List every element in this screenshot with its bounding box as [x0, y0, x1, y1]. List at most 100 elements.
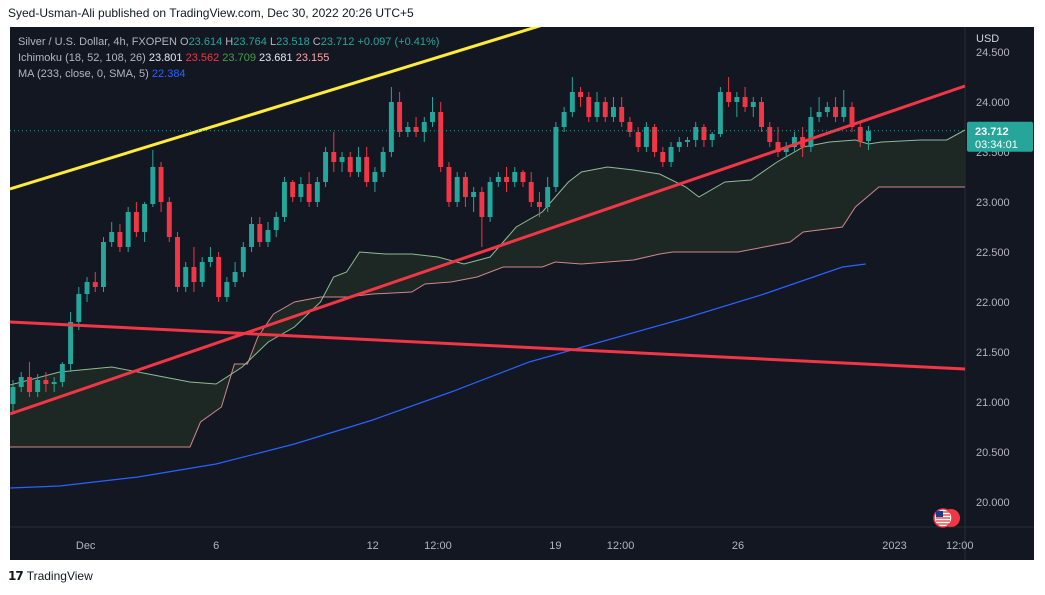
- senkou-span-b: [10, 186, 965, 448]
- candle-body: [553, 127, 559, 187]
- candle-body: [438, 112, 444, 167]
- x-tick-label: Dec: [76, 540, 96, 552]
- grid-lines: [10, 27, 1034, 560]
- trendline-rising-support[interactable]: [10, 84, 966, 416]
- candle-body: [388, 102, 394, 152]
- candle-body: [536, 202, 542, 207]
- x-tick-label: 26: [732, 540, 744, 552]
- candle-body: [84, 282, 90, 294]
- x-tick-label: 12:00: [424, 540, 452, 552]
- candle-body: [356, 157, 361, 172]
- legend-high-label: H: [225, 36, 234, 48]
- y-tick-label: 22.500: [976, 247, 1010, 259]
- candle-body: [865, 131, 871, 141]
- candle-body: [479, 192, 485, 217]
- ichimoku-value-2: 23.562: [185, 52, 220, 64]
- chart-panel[interactable]: 24.500 24.000 23.500 23.000 22.500 22.000 21.5…: [10, 27, 1034, 560]
- candle-body: [249, 224, 255, 247]
- time-axis[interactable]: Dec 6 12 12:00 19 12:00 26 2023 12:00: [76, 540, 974, 552]
- candle-body: [109, 232, 115, 242]
- candle-body: [504, 177, 510, 182]
- candle-body: [726, 92, 732, 102]
- currency-label: USD: [976, 33, 999, 45]
- legend-open: 23.614: [188, 36, 223, 48]
- us-flag-icon[interactable]: [933, 508, 960, 528]
- candle-body: [569, 92, 575, 112]
- candle-body: [545, 187, 551, 207]
- legend-ichimoku-row[interactable]: Ichimoku (18, 52, 108, 26) 23.801 23.562…: [18, 50, 439, 66]
- candle-body: [133, 212, 139, 232]
- price-tag: 23.712 03:34:01: [967, 121, 1033, 152]
- y-tick-label: 20.500: [976, 447, 1010, 459]
- candle-body: [676, 142, 682, 147]
- candle-body: [495, 177, 501, 182]
- candle-body: [92, 282, 98, 287]
- candle-body: [413, 127, 419, 132]
- candle-body: [191, 267, 197, 282]
- candle-body: [199, 262, 205, 282]
- candle-body: [224, 282, 230, 297]
- y-tick-label: 24.500: [976, 47, 1010, 59]
- candle-body: [512, 172, 518, 182]
- candle-body: [117, 232, 123, 247]
- candles: [10, 77, 871, 412]
- candle-body: [627, 122, 633, 132]
- candle-body: [701, 127, 707, 140]
- footer-logo-text[interactable]: TradingView: [26, 569, 93, 583]
- y-tick-label: 22.000: [976, 297, 1010, 309]
- candle-body: [750, 102, 756, 107]
- legend-high: 23.764: [233, 36, 267, 48]
- candle-body: [783, 147, 789, 152]
- candle-body: [652, 127, 658, 152]
- candle-body: [314, 182, 320, 202]
- candle-body: [487, 182, 493, 217]
- candle-body: [175, 237, 180, 287]
- candle-body: [791, 137, 797, 147]
- chart-legend: Silver / U.S. Dollar, 4h, FXOPEN O23.614…: [18, 34, 439, 82]
- flag-canton: [936, 511, 943, 517]
- candle-body: [273, 217, 279, 230]
- trendline-falling-line[interactable]: [10, 320, 966, 371]
- legend-ohlc-row[interactable]: Silver / U.S. Dollar, 4h, FXOPEN O23.614…: [18, 34, 439, 50]
- candle-body: [43, 380, 49, 384]
- y-tick-label: 21.000: [976, 397, 1010, 409]
- candle-body: [660, 152, 666, 162]
- x-tick-label: 12: [367, 540, 379, 552]
- ma-line: [10, 263, 866, 489]
- candle-body: [693, 127, 699, 140]
- candle-body: [150, 167, 156, 204]
- candle-body: [35, 380, 41, 392]
- candle-body: [323, 152, 329, 182]
- legend-open-label: O: [180, 36, 189, 48]
- trendline-upper-channel[interactable]: [10, 27, 634, 191]
- legend-ichimoku-label: Ichimoku (18, 52, 108, 26): [18, 52, 146, 64]
- ichimoku-value-1: 23.801: [148, 52, 183, 64]
- trendlines[interactable]: [10, 27, 966, 416]
- legend-low: 23.518: [276, 36, 310, 48]
- candle-body: [775, 142, 781, 152]
- candle-body: [364, 157, 370, 182]
- senkou-span-a: [10, 129, 966, 386]
- y-tick-label: 21.500: [976, 347, 1010, 359]
- y-tick-label: 20.000: [976, 497, 1010, 509]
- candle-body: [397, 102, 403, 132]
- x-tick-label: 6: [213, 540, 219, 552]
- candle-body: [471, 192, 477, 197]
- legend-ma-row[interactable]: MA (233, close, 0, SMA, 5) 22.384: [18, 66, 439, 82]
- candle-body: [824, 107, 830, 112]
- legend-ma-value: 22.384: [151, 68, 186, 80]
- legend-symbol: Silver / U.S. Dollar, 4h, FXOPEN: [18, 36, 177, 48]
- candle-body: [643, 127, 649, 147]
- price-tag-value: 23.712: [975, 126, 1009, 138]
- chart-background: [10, 27, 1034, 560]
- candle-body: [142, 204, 148, 232]
- candle-body: [561, 112, 567, 127]
- chart-canvas[interactable]: 24.50024.00023.50023.00022.50022.00021.5…: [10, 27, 1034, 560]
- candle-body: [586, 97, 592, 117]
- ichimoku-value-3: 23.709: [222, 52, 256, 64]
- candle-body: [298, 184, 304, 197]
- tradingview-logo-icon[interactable]: 𝟭𝟳: [8, 569, 24, 583]
- candle-body: [216, 257, 222, 297]
- candle-body: [610, 107, 616, 117]
- candle-body: [232, 272, 238, 282]
